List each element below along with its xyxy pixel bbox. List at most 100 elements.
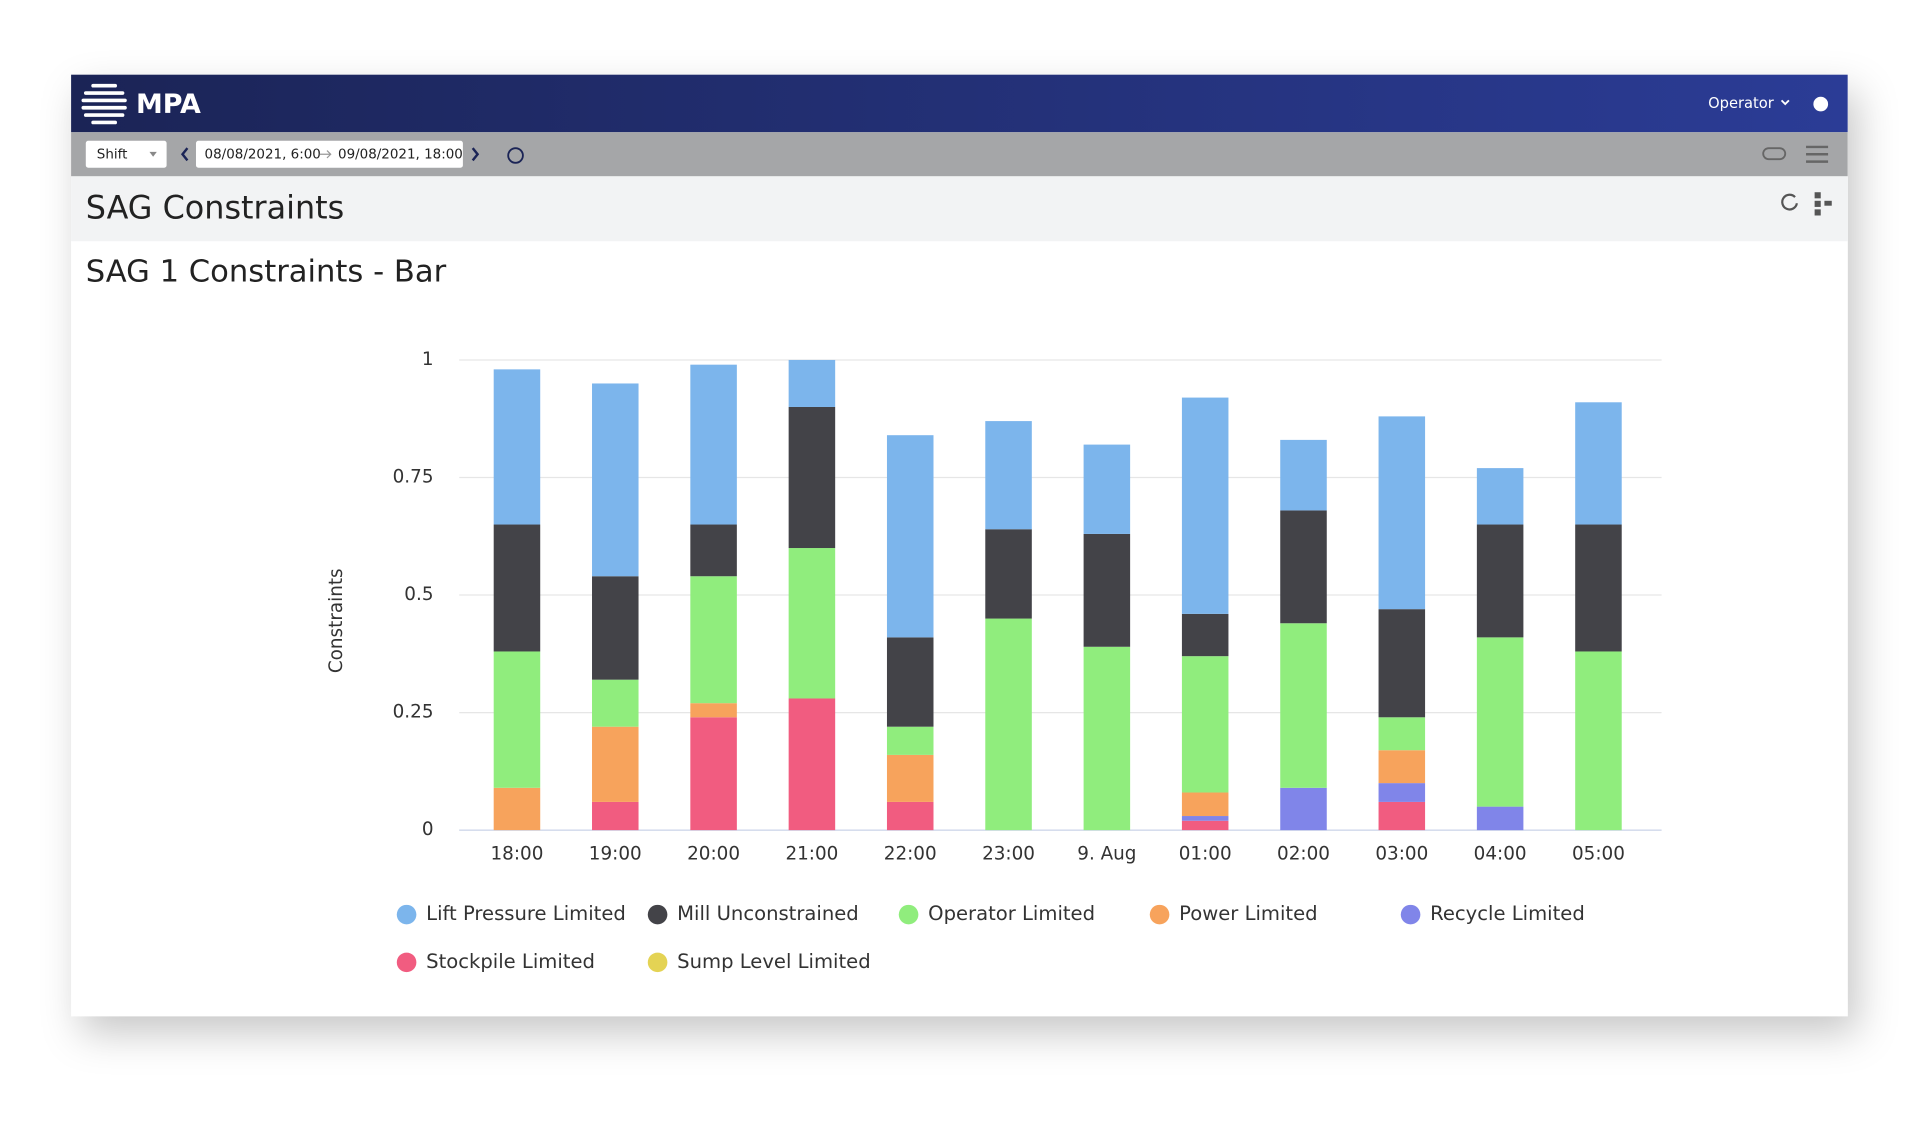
- bar-segment: [592, 576, 639, 680]
- legend-marker: [898, 904, 919, 925]
- legend-marker: [1149, 904, 1170, 925]
- bar-segment: [592, 801, 639, 831]
- y-tick-label: 0.75: [393, 467, 434, 488]
- bar-segment: [1476, 468, 1524, 525]
- legend-item[interactable]: Mill Unconstrained: [647, 902, 859, 925]
- bar-segment: [1181, 656, 1229, 793]
- y-tick-label: 0: [422, 819, 434, 840]
- globe-icon[interactable]: [1813, 96, 1829, 112]
- bar-segment: [1575, 402, 1622, 525]
- x-tick-label: 21:00: [785, 844, 838, 865]
- link-icon[interactable]: [1762, 147, 1787, 161]
- bar-segment: [690, 717, 737, 831]
- y-tick-label: 0.25: [393, 702, 434, 723]
- next-button[interactable]: [471, 147, 480, 162]
- bar-segment: [788, 359, 836, 407]
- bar-segment: [886, 801, 934, 831]
- bar-segment: [1575, 651, 1622, 831]
- bar-segment: [592, 383, 639, 577]
- bar-segment: [1181, 816, 1229, 821]
- clock-icon[interactable]: [507, 147, 524, 164]
- legend-label: Power Limited: [1179, 902, 1317, 925]
- chart-title: SAG 1 Constraints - Bar: [86, 255, 447, 290]
- x-tick-label: 03:00: [1375, 844, 1428, 865]
- bar-segment: [1378, 750, 1426, 784]
- bar-segment: [1280, 510, 1327, 624]
- user-menu[interactable]: Operator: [1708, 95, 1775, 112]
- menu-icon[interactable]: [1806, 145, 1829, 163]
- bar-segment: [1280, 439, 1327, 511]
- bar-segment: [886, 637, 934, 727]
- bar-segment: [886, 435, 934, 638]
- refresh-icon[interactable]: [1781, 193, 1798, 211]
- date-from: 08/08/2021, 6:00: [205, 147, 321, 162]
- legend-item[interactable]: Lift Pressure Limited: [396, 902, 626, 925]
- bar-segment: [1280, 623, 1327, 788]
- legend-marker: [396, 952, 417, 973]
- bar-segment: [985, 421, 1032, 530]
- prev-button[interactable]: [180, 147, 189, 162]
- bar-segment: [1181, 820, 1229, 831]
- bar-segment: [592, 726, 639, 802]
- bar-segment: [1378, 801, 1426, 831]
- bar-segment: [690, 364, 737, 525]
- x-tick-label: 04:00: [1474, 844, 1527, 865]
- brand: MPA: [136, 89, 201, 120]
- bar-segment: [1083, 533, 1131, 647]
- legend-marker: [396, 904, 417, 925]
- arrow-icon: [319, 150, 332, 159]
- bar-segment: [788, 406, 836, 549]
- x-tick-label: 9. Aug: [1077, 844, 1136, 865]
- page-title: SAG Constraints: [86, 188, 344, 226]
- x-tick-label: 02:00: [1277, 844, 1330, 865]
- legend-item[interactable]: Operator Limited: [898, 902, 1095, 925]
- page-header: [71, 176, 1848, 242]
- legend-label: Recycle Limited: [1430, 902, 1585, 925]
- bar-segment: [690, 703, 737, 718]
- legend-item[interactable]: Power Limited: [1149, 902, 1318, 925]
- date-to: 09/08/2021, 18:00: [338, 147, 463, 162]
- bar-segment: [886, 754, 934, 802]
- legend-label: Operator Limited: [928, 902, 1095, 925]
- y-axis-title: Constraints: [326, 568, 347, 673]
- x-tick-label: 22:00: [884, 844, 937, 865]
- period-select[interactable]: [85, 140, 167, 168]
- legend-item[interactable]: Recycle Limited: [1400, 902, 1585, 925]
- bar-segment: [690, 524, 737, 577]
- legend-label: Mill Unconstrained: [677, 902, 859, 925]
- bar-segment: [690, 576, 737, 704]
- x-tick-label: 05:00: [1572, 844, 1625, 865]
- bar-segment: [1378, 609, 1426, 718]
- plot: 0 0.25 0.5 0.75 1 18:00 19:00 20:00 21:00 22:00 23…: [393, 349, 1662, 973]
- bar-segment: [1083, 444, 1131, 534]
- bar-segment: [1378, 717, 1426, 751]
- x-tick-label: 19:00: [589, 844, 642, 865]
- legend-label: Stockpile Limited: [426, 950, 595, 973]
- bar-segment: [493, 524, 541, 652]
- bar-segment: [1181, 613, 1229, 657]
- legend-marker: [647, 904, 668, 925]
- bar-segment: [1476, 524, 1524, 638]
- bar-segment: [788, 698, 836, 831]
- logo-icon: [81, 83, 127, 125]
- bar-segment: [985, 618, 1032, 831]
- bar-segment: [1378, 783, 1426, 802]
- legend-item[interactable]: Stockpile Limited: [396, 950, 595, 973]
- bar-segment: [985, 529, 1032, 619]
- legend-marker: [1400, 904, 1421, 925]
- dropdown-icon: [149, 151, 157, 157]
- y-tick-label: 1: [422, 349, 434, 370]
- bar-segment: [1083, 646, 1131, 831]
- legend-label: Sump Level Limited: [677, 950, 870, 973]
- bar-segment: [1181, 397, 1229, 614]
- bar-segment: [1378, 416, 1426, 610]
- tree-icon[interactable]: [1814, 192, 1832, 216]
- legend-item[interactable]: Sump Level Limited: [647, 950, 871, 973]
- bar-segment: [1476, 806, 1524, 831]
- bar-segment: [886, 726, 934, 755]
- chevron-icon: [1780, 99, 1790, 106]
- bar-segment: [1575, 524, 1622, 652]
- header-bar: [71, 74, 1848, 133]
